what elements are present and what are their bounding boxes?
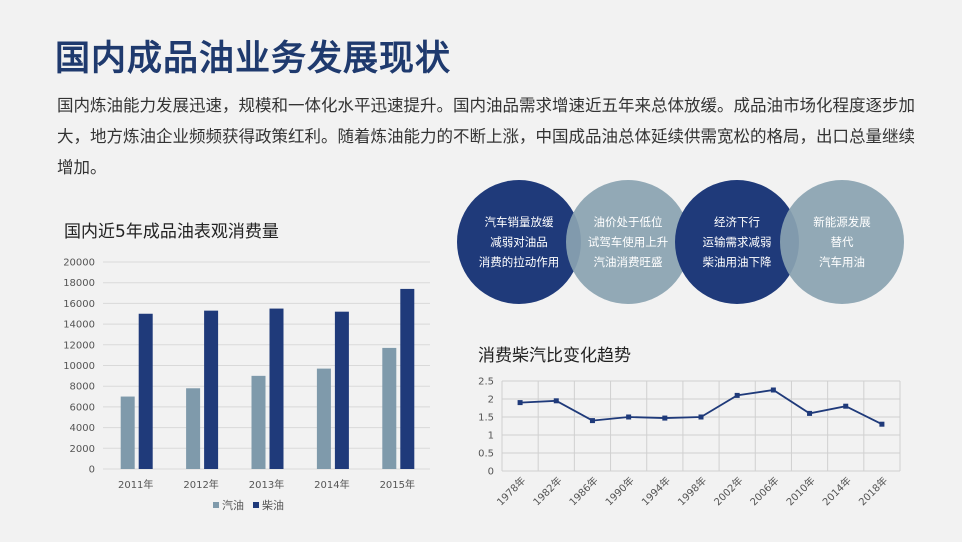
legend-label: 汽油 [222, 498, 244, 512]
x-tick-label: 2010年 [783, 474, 817, 508]
bar-柴油 [269, 308, 284, 469]
x-tick-label: 2015年 [380, 478, 415, 491]
circle-text-3: 经济下行运输需求减弱 柴油用油下降 [677, 212, 797, 272]
x-tick-label: 2013年 [249, 478, 284, 491]
bar-柴油 [400, 288, 415, 469]
data-point [662, 415, 668, 421]
x-tick-label: 2018年 [856, 474, 890, 508]
y-tick-label: 12000 [63, 340, 95, 351]
y-tick-label: 10000 [63, 361, 95, 372]
legend-swatch [213, 502, 219, 508]
circle-text-line: 新能源发展 [813, 215, 871, 229]
y-tick-label: 16000 [63, 299, 95, 310]
y-tick-label: 8000 [70, 382, 95, 393]
data-point [807, 410, 813, 416]
legend-swatch [253, 502, 259, 508]
circle-text-line: 经济下行 [714, 215, 760, 229]
y-tick-label: 4000 [70, 423, 95, 434]
data-point [879, 421, 885, 427]
circle-text-line: 运输需求减弱 [702, 235, 772, 249]
y-tick-label: 14000 [63, 320, 95, 331]
bar-柴油 [204, 310, 219, 469]
y-tick-label: 1 [488, 431, 494, 442]
line-chart: 0 0.5 1 1.5 2 2.5 1978年 1982年 1986年 1990年 1994年 199… [478, 377, 901, 508]
bar-汽油 [251, 375, 266, 469]
x-tick-label: 2014年 [820, 474, 854, 508]
circle-text-line: 减弱对油品 [490, 235, 548, 249]
data-point [698, 414, 704, 420]
legend-label: 柴油 [262, 498, 284, 512]
circle-4 [780, 180, 904, 304]
circle-3 [675, 180, 799, 304]
x-tick-label: 2011年 [118, 478, 153, 491]
x-tick-label: 2014年 [314, 478, 349, 491]
x-tick-label: 2006年 [747, 474, 781, 508]
bar-汽油 [120, 396, 135, 469]
data-point [843, 403, 849, 409]
data-point [770, 387, 776, 393]
y-tick-label: 0 [89, 465, 95, 476]
y-tick-label: 0 [488, 467, 494, 478]
x-tick-label: 2012年 [183, 478, 218, 491]
y-tick-label: 2 [488, 395, 494, 406]
bar-汽油 [186, 388, 201, 469]
y-tick-label: 2000 [70, 444, 95, 455]
circle-text-1: 汽车销量放缓 减弱对油品消费的拉动作用 [459, 212, 579, 272]
intro-paragraph: 国内炼油能力发展迅速，规模和一体化水平迅速提升。国内油品需求增速近五年来总体放缓… [57, 96, 915, 177]
y-tick-label: 0.5 [478, 449, 494, 460]
bar-chart-title: 国内近5年成品油表观消费量 [64, 222, 279, 242]
page-title: 国内成品油业务发展现状 [55, 38, 452, 79]
bar-chart: 0 2000 4000 6000 8000 10000 12000 14000 16000 180… [63, 258, 430, 512]
data-point [517, 400, 523, 406]
x-tick-label: 1994年 [639, 474, 673, 508]
x-tick-label: 1986年 [566, 474, 600, 508]
y-tick-label: 18000 [63, 278, 95, 289]
data-point [626, 414, 632, 420]
circle-text-2: 油价处于低位 试驾车使用上升 汽油消费旺盛 [568, 212, 688, 272]
y-tick-label: 1.5 [478, 413, 494, 424]
circle-text-line: 试驾车使用上升 [587, 235, 669, 249]
bar-汽油 [316, 368, 331, 469]
y-tick-label: 20000 [63, 258, 95, 269]
y-tick-label: 2.5 [478, 377, 494, 388]
circle-text-line: 消费的拉动作用 [478, 255, 560, 269]
bar-柴油 [138, 313, 153, 469]
circle-2 [566, 180, 690, 304]
x-tick-label: 1990年 [602, 474, 636, 508]
line-chart-title: 消费柴汽比变化趋势 [478, 346, 631, 366]
y-tick-label: 6000 [70, 402, 95, 413]
x-tick-label: 1978年 [494, 474, 528, 508]
bar-汽油 [382, 347, 397, 469]
data-point [589, 418, 595, 424]
circle-text-line: 汽车用油 [819, 255, 865, 269]
x-tick-label: 1982年 [530, 474, 564, 508]
circle-text-line: 替代 [830, 235, 854, 249]
data-point [734, 392, 740, 398]
circle-1 [457, 180, 581, 304]
x-tick-label: 2002年 [711, 474, 745, 508]
x-tick-label: 1998年 [675, 474, 709, 508]
circle-text-4: 新能源发展替代汽车用油 [782, 212, 902, 272]
circle-text-line: 油价处于低位 [593, 215, 663, 229]
circle-text-line: 汽油消费旺盛 [593, 255, 663, 269]
circle-text-line: 汽车销量放缓 [484, 215, 554, 229]
circle-text-line: 柴油用油下降 [702, 255, 772, 269]
bar-柴油 [334, 311, 349, 469]
data-point [553, 398, 559, 404]
